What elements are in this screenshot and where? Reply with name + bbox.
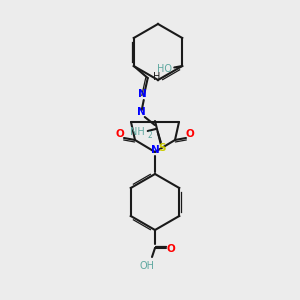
- Text: O: O: [116, 129, 124, 139]
- Text: OH: OH: [140, 261, 154, 271]
- Text: HO: HO: [157, 64, 172, 74]
- Text: O: O: [186, 129, 194, 139]
- Text: N: N: [137, 107, 146, 117]
- Text: NH: NH: [130, 127, 145, 137]
- Text: H: H: [153, 72, 160, 82]
- Text: 2: 2: [147, 130, 152, 140]
- Text: O: O: [167, 244, 176, 254]
- Text: S: S: [158, 143, 166, 153]
- Text: N: N: [138, 89, 147, 99]
- Text: N: N: [151, 145, 159, 155]
